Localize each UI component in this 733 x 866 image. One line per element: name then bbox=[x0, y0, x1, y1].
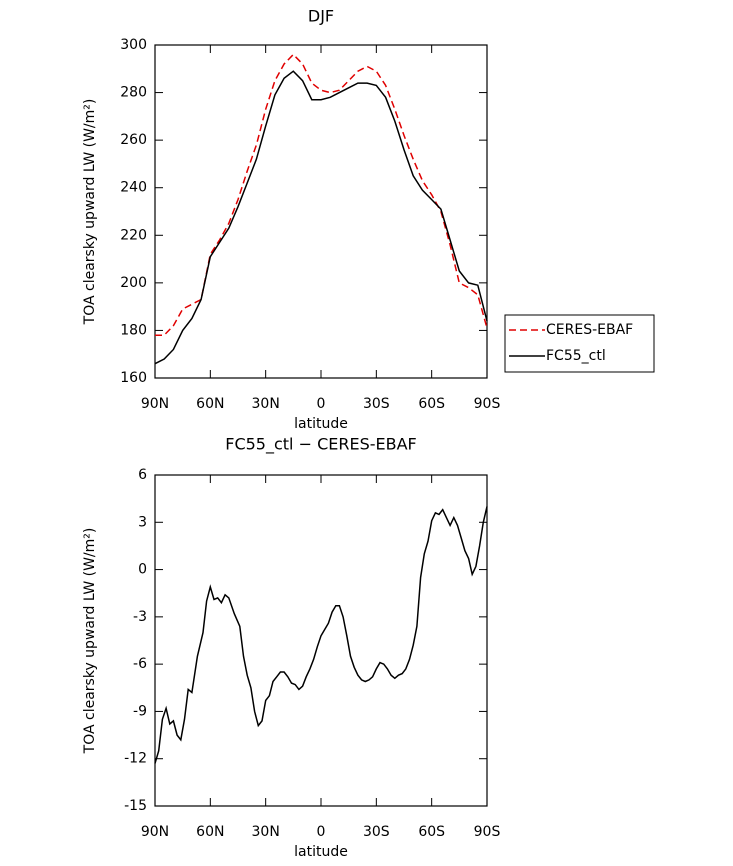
y-tick-label: -12 bbox=[124, 751, 147, 767]
y-tick-label: 280 bbox=[120, 85, 147, 101]
chart-title: DJF bbox=[308, 7, 334, 26]
x-axis-label: latitude bbox=[294, 416, 348, 432]
x-tick-label: 60S bbox=[418, 396, 445, 412]
x-tick-label: 60S bbox=[418, 824, 445, 840]
plot-frame bbox=[154, 44, 488, 379]
x-tick-label: 30S bbox=[363, 824, 390, 840]
y-tick-label: -15 bbox=[124, 798, 147, 814]
y-tick-label: -6 bbox=[133, 656, 147, 672]
x-axis-label: latitude bbox=[294, 844, 348, 860]
y-tick-label: 0 bbox=[138, 562, 147, 578]
y-axis-label: TOA clearsky upward LW (W/m²) bbox=[82, 99, 98, 326]
x-tick-label: 90S bbox=[474, 824, 501, 840]
data-line bbox=[154, 506, 488, 764]
y-tick-label: 260 bbox=[120, 132, 147, 148]
x-tick-label: 0 bbox=[317, 396, 326, 412]
y-tick-label: 200 bbox=[120, 275, 147, 291]
y-tick-label: 240 bbox=[120, 180, 147, 196]
x-tick-label: 30N bbox=[252, 396, 280, 412]
legend-label: FC55_ctl bbox=[546, 348, 606, 364]
y-tick-label: 220 bbox=[120, 227, 147, 243]
x-tick-label: 0 bbox=[317, 824, 326, 840]
y-tick-label: 180 bbox=[120, 322, 147, 338]
x-tick-label: 90N bbox=[141, 824, 169, 840]
y-tick-label: 6 bbox=[138, 467, 147, 483]
plot-frame bbox=[154, 474, 488, 807]
x-tick-label: 90S bbox=[474, 396, 501, 412]
legend-box bbox=[504, 314, 655, 373]
x-tick-label: 30N bbox=[252, 824, 280, 840]
x-tick-label: 30S bbox=[363, 396, 390, 412]
x-tick-label: 90N bbox=[141, 396, 169, 412]
x-tick-label: 60N bbox=[196, 396, 224, 412]
y-axis-label: TOA clearsky upward LW (W/m²) bbox=[82, 528, 98, 755]
data-line bbox=[155, 53, 488, 336]
y-tick-label: -3 bbox=[133, 609, 147, 625]
y-tick-label: 300 bbox=[120, 37, 147, 53]
legend-label: CERES-EBAF bbox=[546, 322, 633, 338]
y-tick-label: -9 bbox=[133, 703, 147, 719]
chart-title: FC55_ctl − CERES-EBAF bbox=[225, 435, 417, 455]
data-line bbox=[154, 70, 488, 365]
y-tick-label: 160 bbox=[120, 370, 147, 386]
x-tick-label: 60N bbox=[196, 824, 224, 840]
y-tick-label: 3 bbox=[138, 514, 147, 530]
